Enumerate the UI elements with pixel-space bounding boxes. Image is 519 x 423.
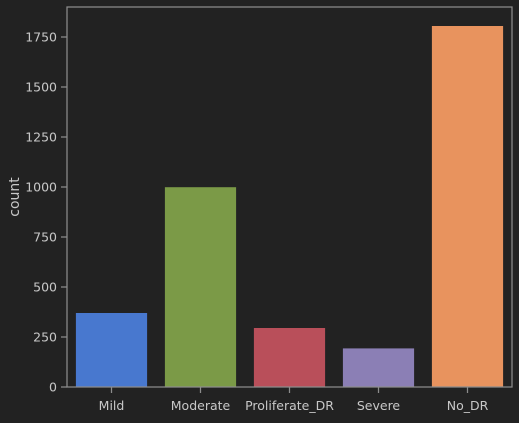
- bar-proliferate-dr: [253, 328, 326, 387]
- y-tick-label: 500: [33, 280, 57, 295]
- y-tick-label: 750: [33, 230, 57, 245]
- x-tick-label: Severe: [357, 398, 401, 413]
- x-tick-label: Moderate: [171, 398, 231, 413]
- y-tick-label: 1500: [25, 80, 57, 95]
- x-tick-label: Mild: [99, 398, 125, 413]
- y-axis-label: count: [7, 177, 23, 217]
- bar-mild: [75, 313, 148, 387]
- bar-no-dr: [431, 26, 504, 387]
- y-tick-label: 0: [49, 380, 57, 395]
- bar-severe: [342, 348, 415, 387]
- y-tick-label: 1750: [25, 30, 57, 45]
- y-tick-label: 1250: [25, 130, 57, 145]
- y-tick-label: 1000: [25, 180, 57, 195]
- ticks-layer: 0 250 500 750 1000 1250 1500 1750 Mild Moderate Pr…: [25, 30, 488, 414]
- x-tick-label: Proliferate_DR: [245, 398, 334, 413]
- bars-layer: [75, 26, 504, 387]
- x-tick-label: No_DR: [447, 398, 489, 413]
- bar-moderate: [164, 187, 237, 387]
- y-tick-label: 250: [33, 330, 57, 345]
